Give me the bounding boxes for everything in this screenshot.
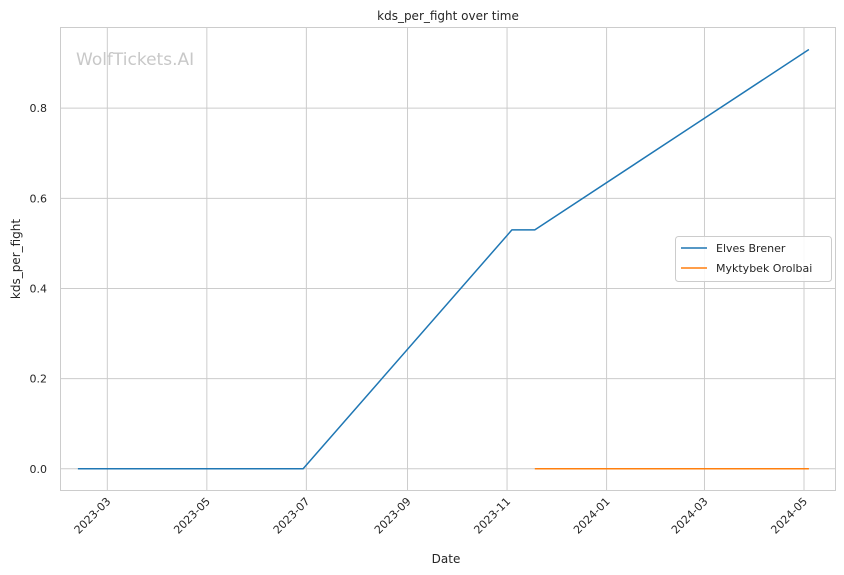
legend-label-0: Elves Brener [716,242,786,255]
legend: Elves Brener Myktybek Orolbai [675,236,832,282]
x-tick-label: 2024-01 [571,495,613,537]
y-tick-label: 0.4 [30,282,48,295]
series-layer [77,48,810,470]
x-axis-label: Date [432,552,461,566]
x-tick-label: 2024-03 [669,495,711,537]
y-tick-label: 0.8 [30,102,48,115]
chart-title: kds_per_fight over time [377,9,519,23]
legend-label-1: Myktybek Orolbai [716,262,812,275]
legend-box [675,236,832,282]
grid-lines [60,27,835,490]
tick-labels: 2023-03 2023-05 2023-07 2023-09 2023-11 2024-… [30,102,811,536]
x-tick-label: 2023-07 [271,495,313,537]
y-axis-label: kds_per_fight [9,219,23,300]
series-line-0 [77,48,810,470]
x-tick-label: 2023-03 [72,495,114,537]
y-tick-label: 0.2 [30,373,48,386]
x-tick-label: 2023-09 [372,495,414,537]
y-tick-label: 0.6 [30,192,48,205]
plot-frame [60,27,836,491]
watermark: WolfTickets.AI [76,50,194,70]
x-tick-label: 2023-05 [171,495,213,537]
y-tick-label: 0.0 [30,463,48,476]
x-tick-label: 2023-11 [471,495,513,537]
x-tick-label: 2024-05 [768,495,810,537]
